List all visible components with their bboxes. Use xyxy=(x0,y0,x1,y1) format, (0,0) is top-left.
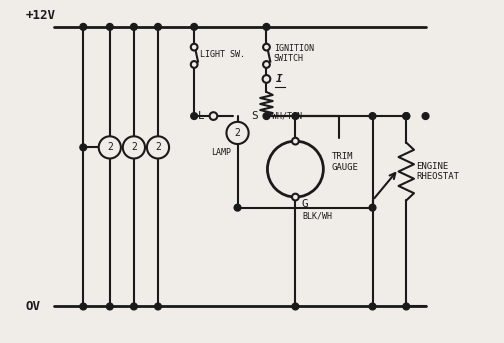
Circle shape xyxy=(80,144,87,151)
Circle shape xyxy=(147,136,169,158)
Text: TRIM
GAUGE: TRIM GAUGE xyxy=(332,152,358,172)
Circle shape xyxy=(369,303,376,310)
Circle shape xyxy=(422,113,429,119)
Text: G: G xyxy=(301,200,308,210)
Circle shape xyxy=(80,24,87,30)
Circle shape xyxy=(263,61,270,68)
Text: +12V: +12V xyxy=(25,9,55,22)
Circle shape xyxy=(292,303,299,310)
Circle shape xyxy=(191,61,198,68)
Circle shape xyxy=(155,303,161,310)
Circle shape xyxy=(369,113,376,119)
Circle shape xyxy=(106,303,113,310)
Circle shape xyxy=(123,136,145,158)
Circle shape xyxy=(292,194,299,200)
Text: LIGHT SW.: LIGHT SW. xyxy=(201,50,245,59)
Text: OV: OV xyxy=(25,300,40,313)
Circle shape xyxy=(263,113,270,119)
Circle shape xyxy=(403,113,410,119)
Text: ENGINE
RHEOSTAT: ENGINE RHEOSTAT xyxy=(416,162,459,181)
Text: LAMP: LAMP xyxy=(211,147,231,157)
Circle shape xyxy=(263,24,270,30)
Text: 2: 2 xyxy=(234,128,240,138)
Circle shape xyxy=(292,138,299,144)
Circle shape xyxy=(210,112,217,120)
Circle shape xyxy=(191,44,198,50)
Circle shape xyxy=(263,75,270,83)
Circle shape xyxy=(191,113,198,119)
Circle shape xyxy=(80,303,87,310)
Circle shape xyxy=(234,204,241,211)
Circle shape xyxy=(403,303,410,310)
Circle shape xyxy=(131,24,137,30)
Circle shape xyxy=(268,141,324,197)
Circle shape xyxy=(99,136,121,158)
Text: BLK/WH: BLK/WH xyxy=(302,211,333,220)
Text: I: I xyxy=(276,74,283,84)
Circle shape xyxy=(155,24,161,30)
Circle shape xyxy=(191,24,198,30)
Circle shape xyxy=(263,44,270,50)
Circle shape xyxy=(369,204,376,211)
Circle shape xyxy=(106,24,113,30)
Circle shape xyxy=(131,303,137,310)
Circle shape xyxy=(403,113,410,119)
Text: 2: 2 xyxy=(131,142,137,152)
Text: S: S xyxy=(251,111,258,121)
Text: L: L xyxy=(198,111,205,121)
Text: 2: 2 xyxy=(107,142,113,152)
Text: 2: 2 xyxy=(155,142,161,152)
Text: IGNITION
SWITCH: IGNITION SWITCH xyxy=(274,44,313,63)
Circle shape xyxy=(292,113,299,119)
Text: WH/TAN: WH/TAN xyxy=(272,111,302,120)
Circle shape xyxy=(226,122,248,144)
